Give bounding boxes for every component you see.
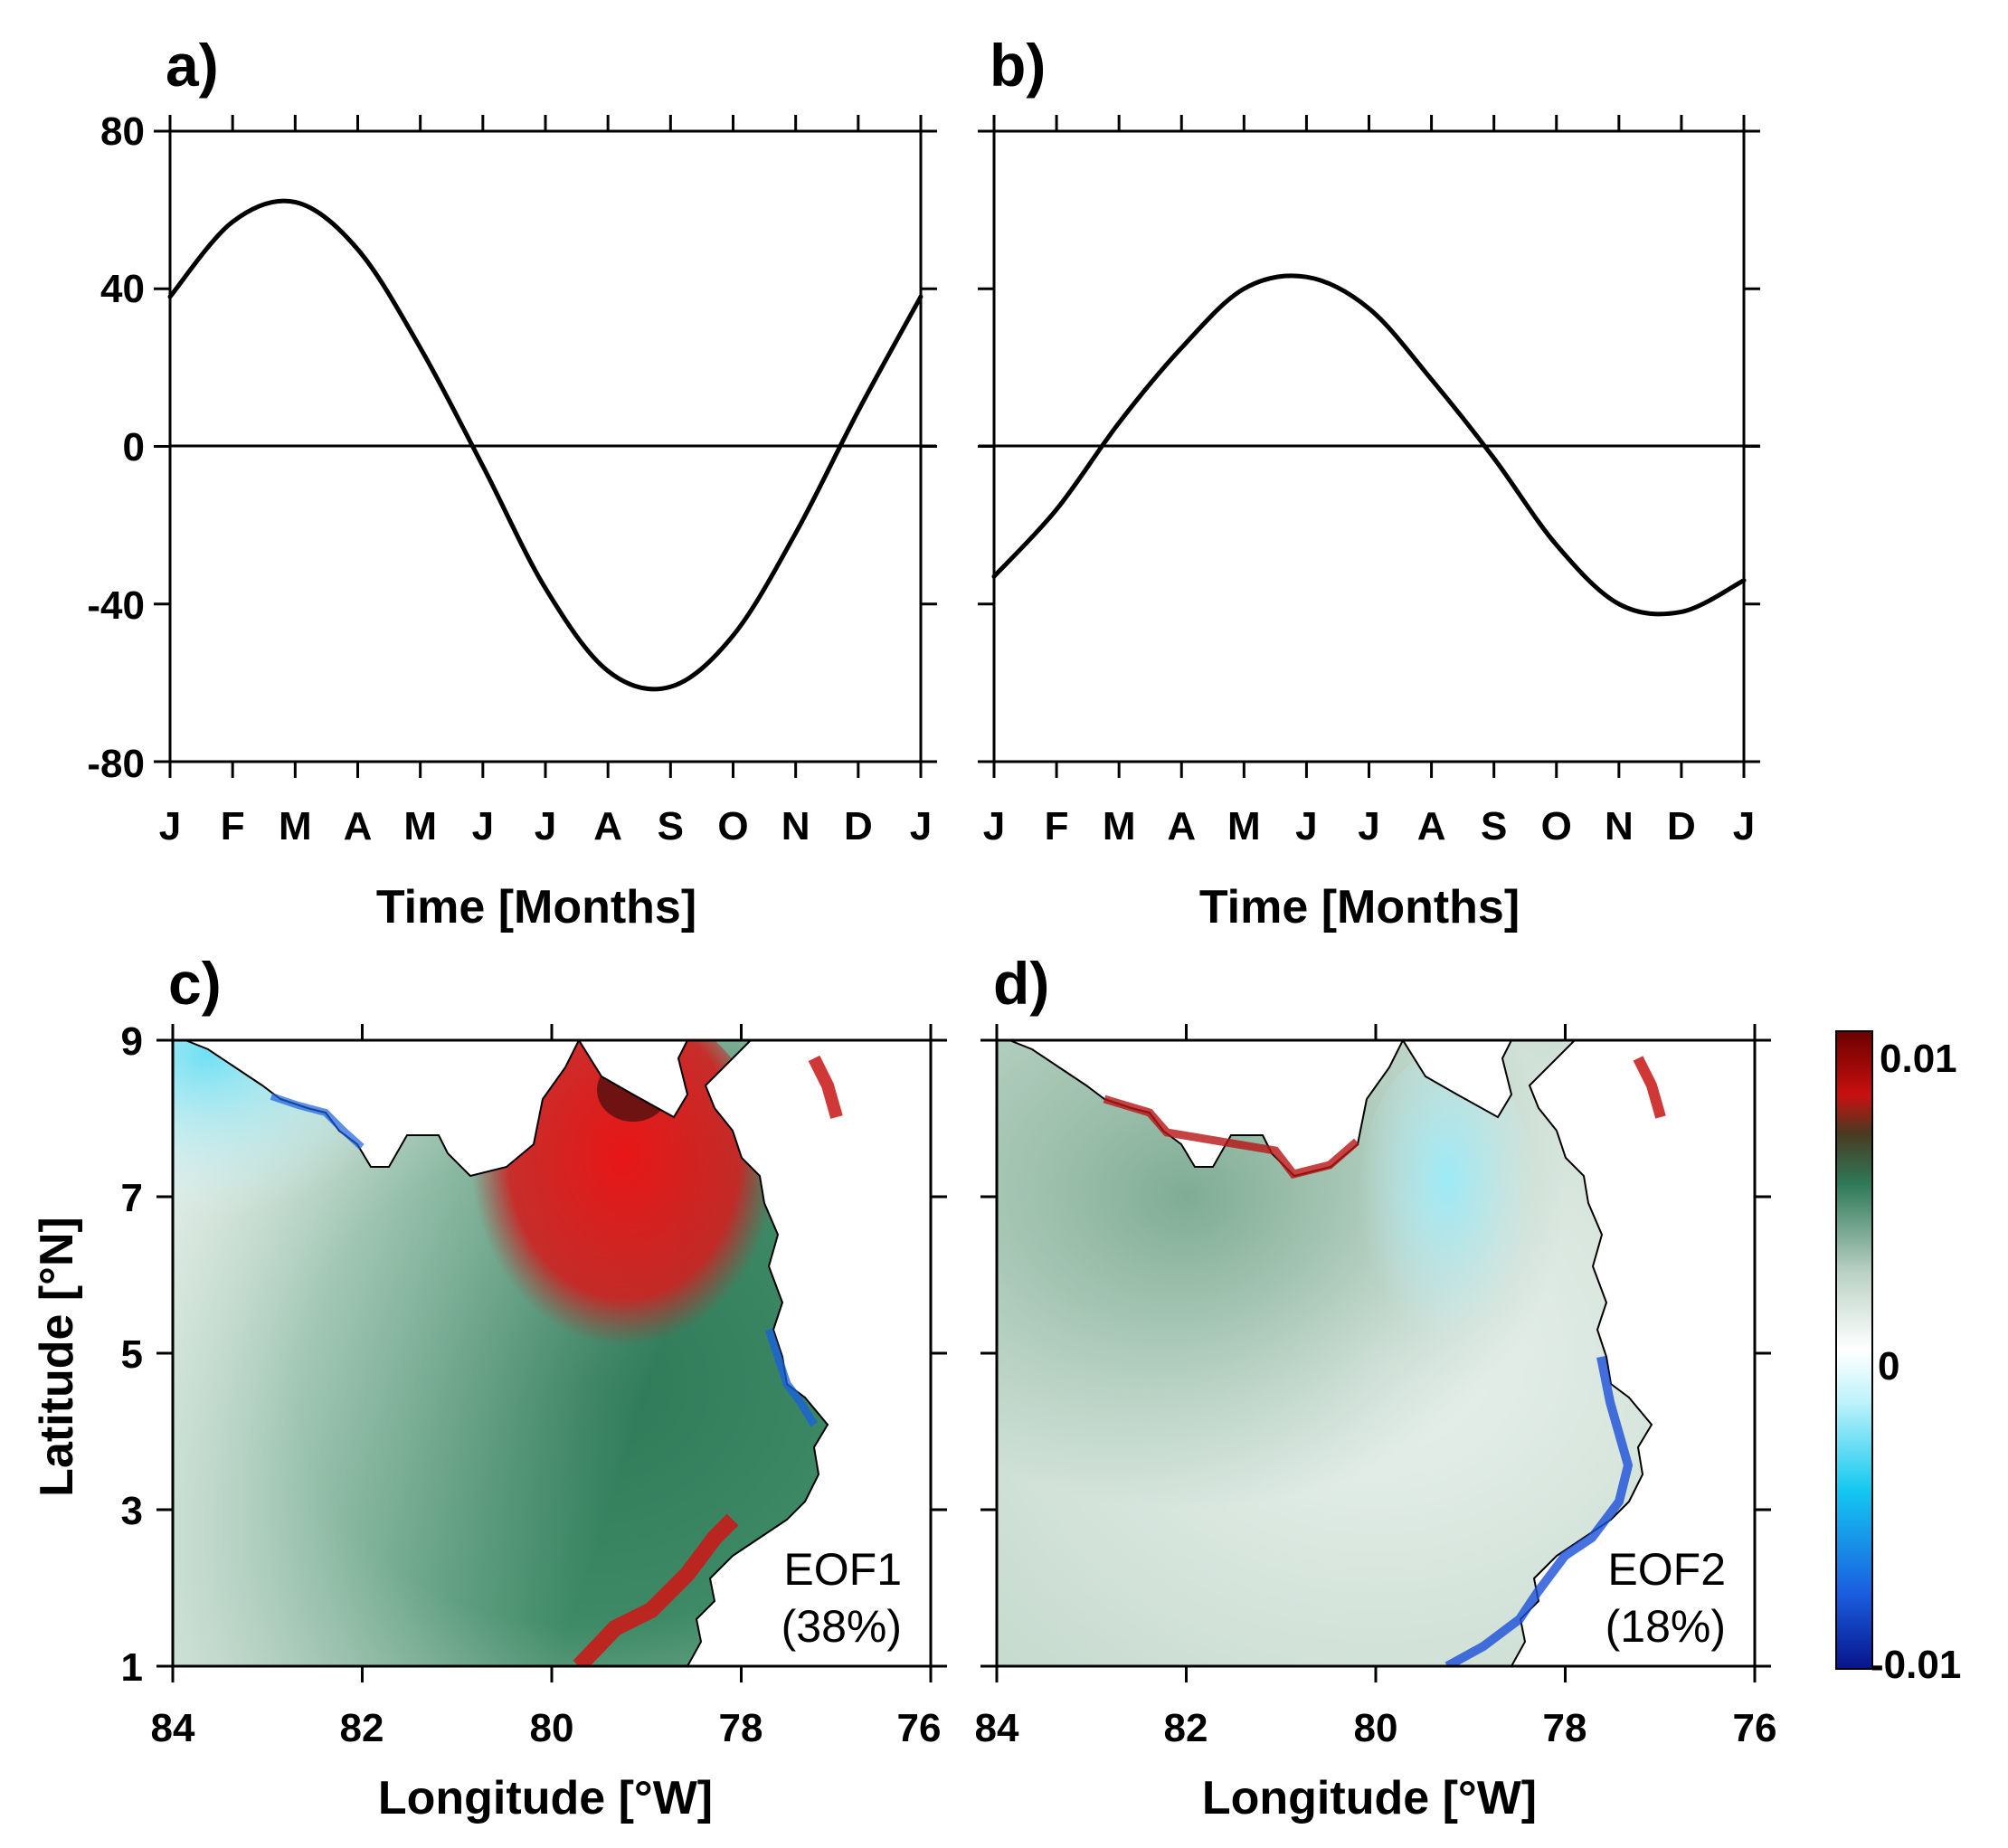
panel-c-shelf-blue bbox=[270, 1093, 365, 1150]
colorbar-mid-label: 0 bbox=[1878, 1344, 1899, 1388]
panel-d-ticks bbox=[980, 1024, 1771, 1682]
panel-b-xtick-2: M bbox=[1103, 804, 1136, 848]
panel-c-xticks: 84 82 80 78 76 bbox=[151, 1706, 942, 1750]
colorbar: 0.01 0 -0.01 bbox=[1835, 1030, 1961, 1687]
panel-a-xtick-11: D bbox=[844, 804, 873, 848]
colorbar-gradient bbox=[1835, 1030, 1873, 1670]
panel-b-xtick-9: O bbox=[1541, 804, 1572, 848]
panel-a-ytick-40: 40 bbox=[100, 267, 145, 311]
panel-a-xtick-4: M bbox=[403, 804, 437, 848]
panel-b-xtick-5: J bbox=[1295, 804, 1317, 848]
panel-a-xtick-6: J bbox=[535, 804, 556, 848]
panel-a-xtick-1: F bbox=[221, 804, 245, 848]
panel-d-xticks: 84 82 80 78 76 bbox=[975, 1706, 1777, 1750]
panel-c-ytick-9: 9 bbox=[121, 1019, 143, 1064]
panel-b-xtick-8: S bbox=[1481, 804, 1507, 848]
panel-d-cyan-anomaly bbox=[1357, 1049, 1538, 1375]
panel-d-ne-red bbox=[1633, 1056, 1666, 1119]
panel-d-xtick-84: 84 bbox=[975, 1706, 1019, 1750]
panel-c-ytick-1: 1 bbox=[121, 1645, 143, 1690]
panel-c-land-east bbox=[686, 1040, 931, 1666]
panel-c-label: c) bbox=[168, 950, 222, 1017]
panel-c-coast-red bbox=[573, 1513, 739, 1666]
panel-b-xtick-4: M bbox=[1227, 804, 1261, 848]
panel-b-label: b) bbox=[990, 32, 1046, 99]
panel-b-xtick-10: N bbox=[1605, 804, 1634, 848]
panel-a-xtick-9: O bbox=[717, 804, 748, 848]
panel-a-ticks bbox=[154, 115, 937, 778]
colorbar-max-label: 0.01 bbox=[1880, 1037, 1957, 1081]
panel-a-xlabel: Time [Months] bbox=[376, 881, 696, 933]
panel-a-ytick-80: 80 bbox=[100, 109, 145, 154]
panel-c-yticks: 9 7 5 3 1 bbox=[121, 1019, 143, 1690]
panel-a-xtick-5: J bbox=[472, 804, 494, 848]
panel-a-ytick-minus80: -80 bbox=[87, 742, 145, 786]
panel-b-xtick-1: F bbox=[1045, 804, 1069, 848]
panel-a-xtick-3: A bbox=[344, 804, 373, 848]
panel-c-xtick-76: 76 bbox=[897, 1706, 942, 1750]
panel-a-ytick-0: 0 bbox=[123, 425, 145, 469]
panel-a-xtick-0: J bbox=[159, 804, 181, 848]
panel-c-ytick-3: 3 bbox=[121, 1489, 143, 1533]
panel-a-yticks: 80 40 0 -40 -80 bbox=[87, 109, 145, 786]
panel-d-annotation-line1: EOF2 bbox=[1607, 1544, 1726, 1595]
panel-c-xtick-84: 84 bbox=[151, 1706, 195, 1750]
panel-d-coast-blue bbox=[1444, 1356, 1634, 1666]
panel-d-annotation-line2: (18%) bbox=[1605, 1601, 1726, 1652]
panel-a-label: a) bbox=[166, 32, 219, 99]
panel-d-xlabel: Longitude [°W] bbox=[1202, 1772, 1537, 1824]
panel-a-xtick-10: N bbox=[781, 804, 810, 848]
panel-b-xtick-6: J bbox=[1358, 804, 1379, 848]
panel-c: c) 9 7 5 3 1 84 82 80 78 76 bbox=[31, 950, 947, 1824]
panel-c-xlabel: Longitude [°W] bbox=[378, 1772, 713, 1824]
panel-c-ylabel: Latitude [°N] bbox=[31, 1217, 83, 1497]
panel-c-annotation-line1: EOF1 bbox=[783, 1544, 902, 1595]
panel-b-xtick-0: J bbox=[983, 804, 1005, 848]
panel-a-xtick-8: S bbox=[658, 804, 684, 848]
panel-d: d) 84 82 80 78 76 EOF2 (18%) Longitude [… bbox=[975, 950, 1777, 1824]
panel-c-xtick-82: 82 bbox=[340, 1706, 384, 1750]
panel-d-map bbox=[997, 1040, 1755, 1666]
panel-c-ytick-5: 5 bbox=[121, 1332, 143, 1377]
panel-d-label: d) bbox=[993, 950, 1049, 1017]
panel-c-ne-red bbox=[808, 1055, 843, 1119]
panel-c-xtick-80: 80 bbox=[530, 1706, 574, 1750]
panel-b-xtick-3: A bbox=[1167, 804, 1196, 848]
panel-b-xlabel: Time [Months] bbox=[1199, 881, 1520, 933]
panel-c-red-anomaly bbox=[470, 1040, 778, 1384]
panel-c-xtick-78: 78 bbox=[719, 1706, 763, 1750]
panel-b-xtick-12: J bbox=[1733, 804, 1755, 848]
panel-b-xtick-7: A bbox=[1417, 804, 1446, 848]
panel-a-xtick-2: M bbox=[279, 804, 312, 848]
panel-d-xtick-78: 78 bbox=[1543, 1706, 1587, 1750]
panel-b-ticks bbox=[978, 115, 1760, 778]
panel-d-xtick-80: 80 bbox=[1354, 1706, 1398, 1750]
panel-d-xtick-76: 76 bbox=[1733, 1706, 1777, 1750]
panel-a-series-line bbox=[167, 198, 923, 692]
panel-b-series-line bbox=[991, 273, 1747, 617]
panel-c-map bbox=[173, 1040, 931, 1666]
colorbar-min-label: -0.01 bbox=[1871, 1643, 1961, 1687]
panel-b-xtick-11: D bbox=[1667, 804, 1696, 848]
panel-a-ytick-minus40: -40 bbox=[87, 583, 145, 628]
panel-c-ticks bbox=[156, 1024, 947, 1682]
panel-a-xtick-7: A bbox=[593, 804, 622, 848]
panel-c-annotation-line2: (38%) bbox=[781, 1601, 902, 1652]
panel-a-xtick-12: J bbox=[910, 804, 932, 848]
panel-c-coast-blue bbox=[764, 1328, 818, 1427]
panel-d-xtick-82: 82 bbox=[1164, 1706, 1208, 1750]
panel-c-ytick-7: 7 bbox=[121, 1176, 143, 1220]
panel-d-coast-red bbox=[1103, 1095, 1359, 1180]
